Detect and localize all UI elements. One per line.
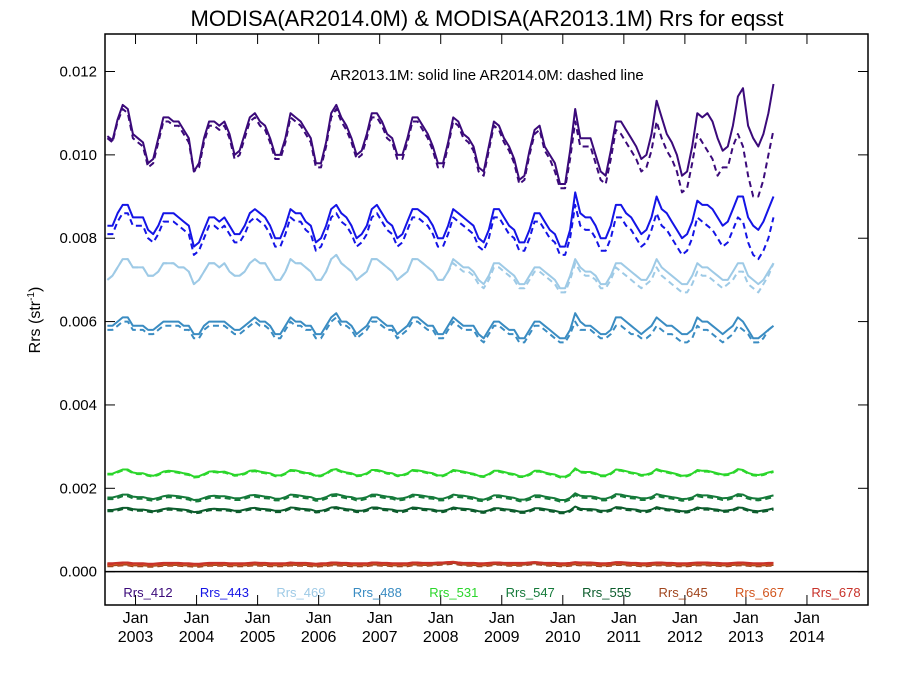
y-tick-label-4: 0.008 xyxy=(59,230,97,247)
x-axis: Jan 2003 Jan 2004 Jan 2005 Jan 2006 Jan 2007 Jan 20… xyxy=(118,34,825,646)
x-tick-year-0: 2003 xyxy=(118,629,154,646)
x-tick-month-4: Jan xyxy=(367,610,393,627)
legend-rrs-555: Rrs_555 xyxy=(582,585,631,600)
y-axis-label-main: Rrs (str xyxy=(27,300,44,353)
y-axis: 0.000 0.002 0.004 0.006 0.008 0.010 0.012 xyxy=(59,64,868,581)
series-layer xyxy=(106,83,775,568)
series-rrs-645-dashed xyxy=(107,562,774,568)
y-axis-label-superscript: -1 xyxy=(26,292,37,301)
series-rrs-488-solid xyxy=(107,312,775,340)
x-tick-year-7: 2010 xyxy=(545,629,581,646)
legend-rrs-469: Rrs_469 xyxy=(276,585,325,600)
legend-rrs-678: Rrs_678 xyxy=(811,585,860,600)
x-tick-month-6: Jan xyxy=(489,610,515,627)
x-tick-year-5: 2008 xyxy=(423,629,459,646)
x-tick-year-8: 2011 xyxy=(607,629,642,646)
legend-rrs-443: Rrs_443 xyxy=(200,585,249,600)
x-tick-month-5: Jan xyxy=(428,610,454,627)
legend-rrs-531: Rrs_531 xyxy=(429,585,478,600)
series-rrs-555-solid xyxy=(107,505,774,514)
series-rrs-469-dashed xyxy=(106,253,775,294)
x-tick-month-8: Jan xyxy=(611,610,637,627)
legend: Rrs_412 Rrs_443 Rrs_469 Rrs_488 Rrs_531 Rrs_5… xyxy=(123,585,860,600)
x-tick-month-2: Jan xyxy=(245,610,271,627)
x-tick-year-4: 2007 xyxy=(362,629,398,646)
series-rrs-678-dashed xyxy=(107,561,774,566)
legend-rrs-645: Rrs_645 xyxy=(659,585,708,600)
y-axis-label: Rrs (str-1) xyxy=(26,287,44,354)
series-rrs-443-dashed xyxy=(107,203,775,261)
legend-rrs-412: Rrs_412 xyxy=(123,585,172,600)
y-tick-label-0: 0.000 xyxy=(59,564,97,581)
line-style-note: AR2013.1M: solid line AR2014.0M: dashed … xyxy=(330,67,644,84)
series-rrs-555-dashed xyxy=(107,506,774,515)
series-rrs-547-dashed xyxy=(107,494,774,503)
series-rrs-531-dashed xyxy=(107,468,774,479)
series-rrs-412-solid xyxy=(106,83,775,185)
x-tick-month-0: Jan xyxy=(123,610,149,627)
x-tick-month-9: Jan xyxy=(672,610,698,627)
series-rrs-469-solid xyxy=(106,253,775,290)
y-tick-label-1: 0.002 xyxy=(59,480,97,497)
x-tick-year-10: 2013 xyxy=(728,629,764,646)
y-tick-label-6: 0.012 xyxy=(59,64,97,81)
legend-rrs-488: Rrs_488 xyxy=(353,585,402,600)
x-tick-year-1: 2004 xyxy=(179,629,215,646)
series-rrs-412-dashed xyxy=(106,108,775,198)
x-tick-month-1: Jan xyxy=(184,610,210,627)
x-tick-year-9: 2012 xyxy=(667,629,703,646)
legend-rrs-547: Rrs_547 xyxy=(506,585,555,600)
legend-rrs-667: Rrs_667 xyxy=(735,585,784,600)
series-rrs-488-dashed xyxy=(107,316,775,344)
y-axis-label-close: ) xyxy=(27,287,44,292)
y-tick-label-2: 0.004 xyxy=(59,397,97,414)
series-rrs-443-solid xyxy=(107,191,775,248)
series-rrs-547-solid xyxy=(107,492,774,501)
y-tick-label-3: 0.006 xyxy=(59,314,97,331)
y-tick-label-5: 0.010 xyxy=(59,147,97,164)
x-tick-year-6: 2009 xyxy=(484,629,520,646)
x-tick-month-11: Jan xyxy=(794,610,820,627)
x-tick-month-10: Jan xyxy=(733,610,759,627)
x-tick-month-7: Jan xyxy=(550,610,576,627)
x-tick-year-3: 2006 xyxy=(301,629,337,646)
x-tick-year-2: 2005 xyxy=(240,629,276,646)
plot-frame xyxy=(104,33,869,606)
chart-title: MODISA(AR2014.0M) & MODISA(AR2013.1M) Rr… xyxy=(191,6,784,31)
x-tick-month-3: Jan xyxy=(306,610,332,627)
x-tick-year-11: 2014 xyxy=(789,629,825,646)
